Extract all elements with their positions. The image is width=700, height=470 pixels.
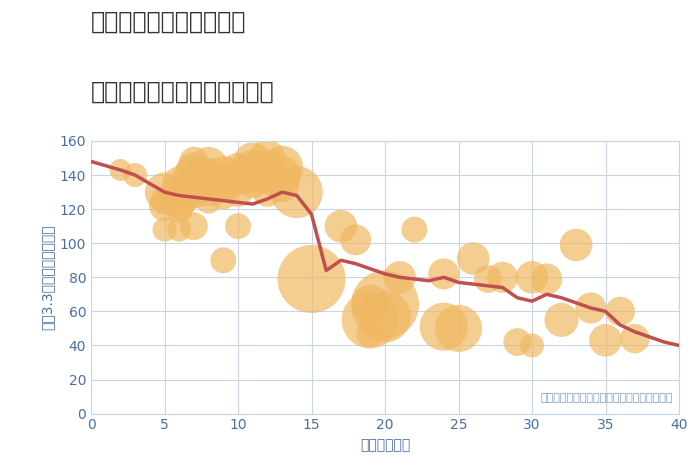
Point	[174, 192, 185, 199]
Point	[262, 163, 273, 170]
Point	[247, 157, 258, 165]
Point	[365, 316, 376, 324]
Text: 神奈川県横浜市緑区上山: 神奈川県横浜市緑区上山	[91, 9, 246, 33]
Point	[615, 307, 626, 315]
Point	[409, 226, 420, 233]
Point	[174, 198, 185, 206]
Point	[203, 163, 214, 170]
Text: 築年数別中古マンション価格: 築年数別中古マンション価格	[91, 80, 274, 104]
Point	[174, 226, 185, 233]
Point	[203, 188, 214, 196]
Point	[115, 166, 126, 174]
Point	[585, 304, 596, 312]
Point	[365, 330, 376, 337]
Point	[247, 180, 258, 188]
Point	[232, 166, 244, 174]
Point	[497, 274, 508, 281]
Point	[276, 163, 288, 170]
Point	[262, 175, 273, 182]
Point	[174, 180, 185, 188]
Point	[188, 222, 199, 230]
Point	[232, 175, 244, 182]
Point	[159, 226, 170, 233]
Point	[218, 257, 229, 264]
Point	[526, 342, 538, 349]
Point	[130, 171, 141, 179]
Point	[174, 205, 185, 213]
Point	[203, 197, 214, 204]
Point	[556, 316, 567, 324]
Point	[291, 188, 302, 196]
Point	[350, 236, 361, 243]
Point	[262, 154, 273, 162]
Point	[541, 275, 552, 283]
Y-axis label: 坪（3.3㎡）単価（万円）: 坪（3.3㎡）単価（万円）	[40, 225, 54, 330]
Point	[306, 275, 317, 283]
Point	[218, 180, 229, 188]
Point	[379, 313, 391, 320]
Point	[438, 323, 449, 330]
Point	[512, 338, 523, 346]
Point	[335, 222, 346, 230]
Point	[159, 202, 170, 210]
Text: 円の大きさは、取引のあった物件面積を示す: 円の大きさは、取引のあった物件面積を示す	[540, 393, 673, 403]
Point	[188, 188, 199, 196]
Point	[188, 157, 199, 165]
Point	[453, 325, 464, 332]
Point	[232, 188, 244, 196]
Point	[159, 197, 170, 204]
Point	[247, 163, 258, 170]
Point	[218, 192, 229, 199]
Point	[438, 270, 449, 278]
Point	[232, 222, 244, 230]
Point	[482, 275, 493, 283]
Point	[600, 337, 611, 344]
Point	[629, 335, 641, 342]
Point	[276, 181, 288, 189]
Point	[247, 171, 258, 179]
Point	[188, 166, 199, 174]
Point	[526, 274, 538, 281]
Point	[570, 241, 582, 249]
X-axis label: 築年数（年）: 築年数（年）	[360, 438, 410, 452]
Point	[468, 255, 479, 262]
Point	[379, 301, 391, 308]
Point	[394, 274, 405, 281]
Point	[159, 188, 170, 196]
Point	[365, 299, 376, 306]
Point	[218, 171, 229, 179]
Point	[276, 171, 288, 179]
Point	[203, 171, 214, 179]
Point	[188, 175, 199, 182]
Point	[262, 188, 273, 196]
